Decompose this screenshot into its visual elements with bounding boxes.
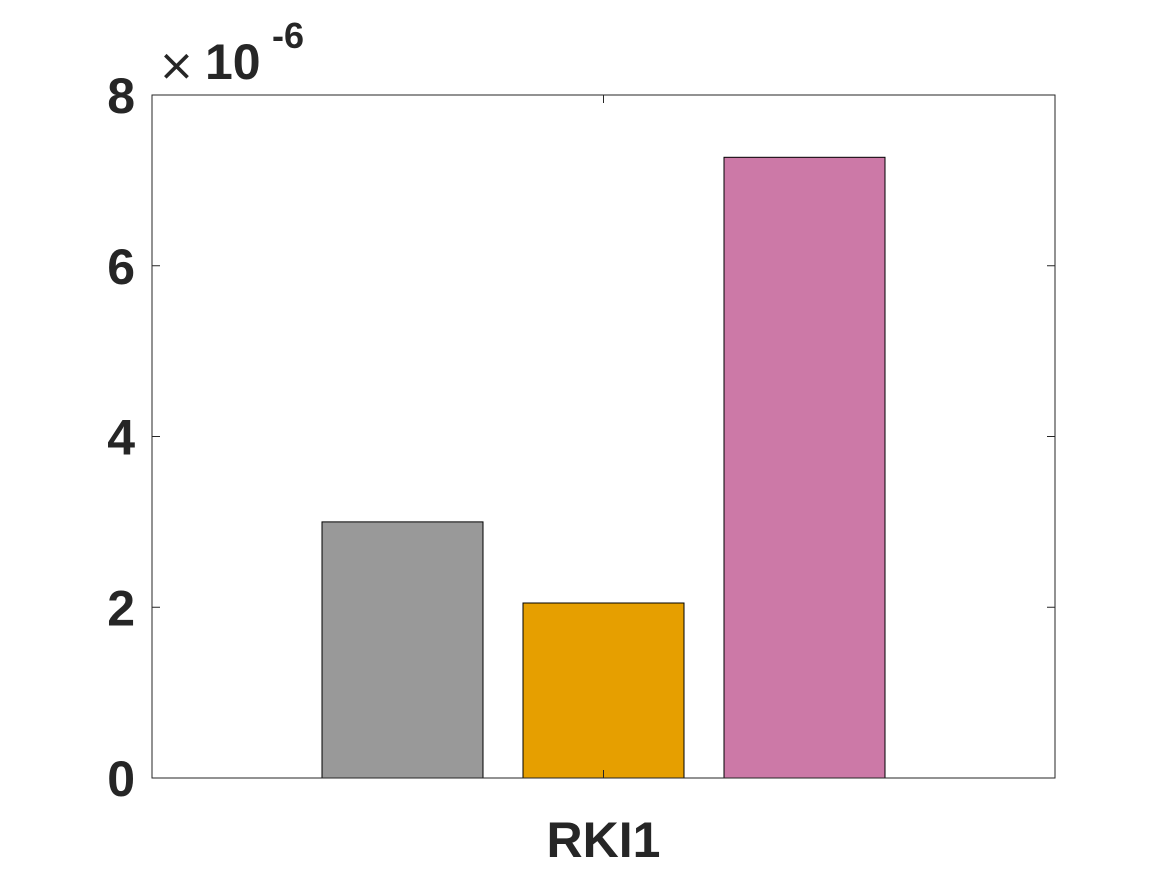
bars [321,156,886,779]
exponent-base: 10 [205,34,261,90]
y-tick-label: 6 [107,239,135,295]
bar [522,602,685,779]
y-exponent-label: × 10 -6 [158,15,304,91]
y-tick-label: 0 [107,751,135,807]
y-tick-label: 4 [107,410,135,466]
bar [321,521,484,779]
exponent-power: -6 [272,15,304,56]
exponent-times-sign: × [158,40,195,91]
x-tick-label: RKI1 [547,812,661,868]
axes-box [151,94,1056,779]
bar [723,156,886,779]
y-tick-labels: 0 2 4 6 8 [107,68,135,807]
y-tick-label: 2 [107,580,135,636]
y-tick-label: 8 [107,68,135,124]
